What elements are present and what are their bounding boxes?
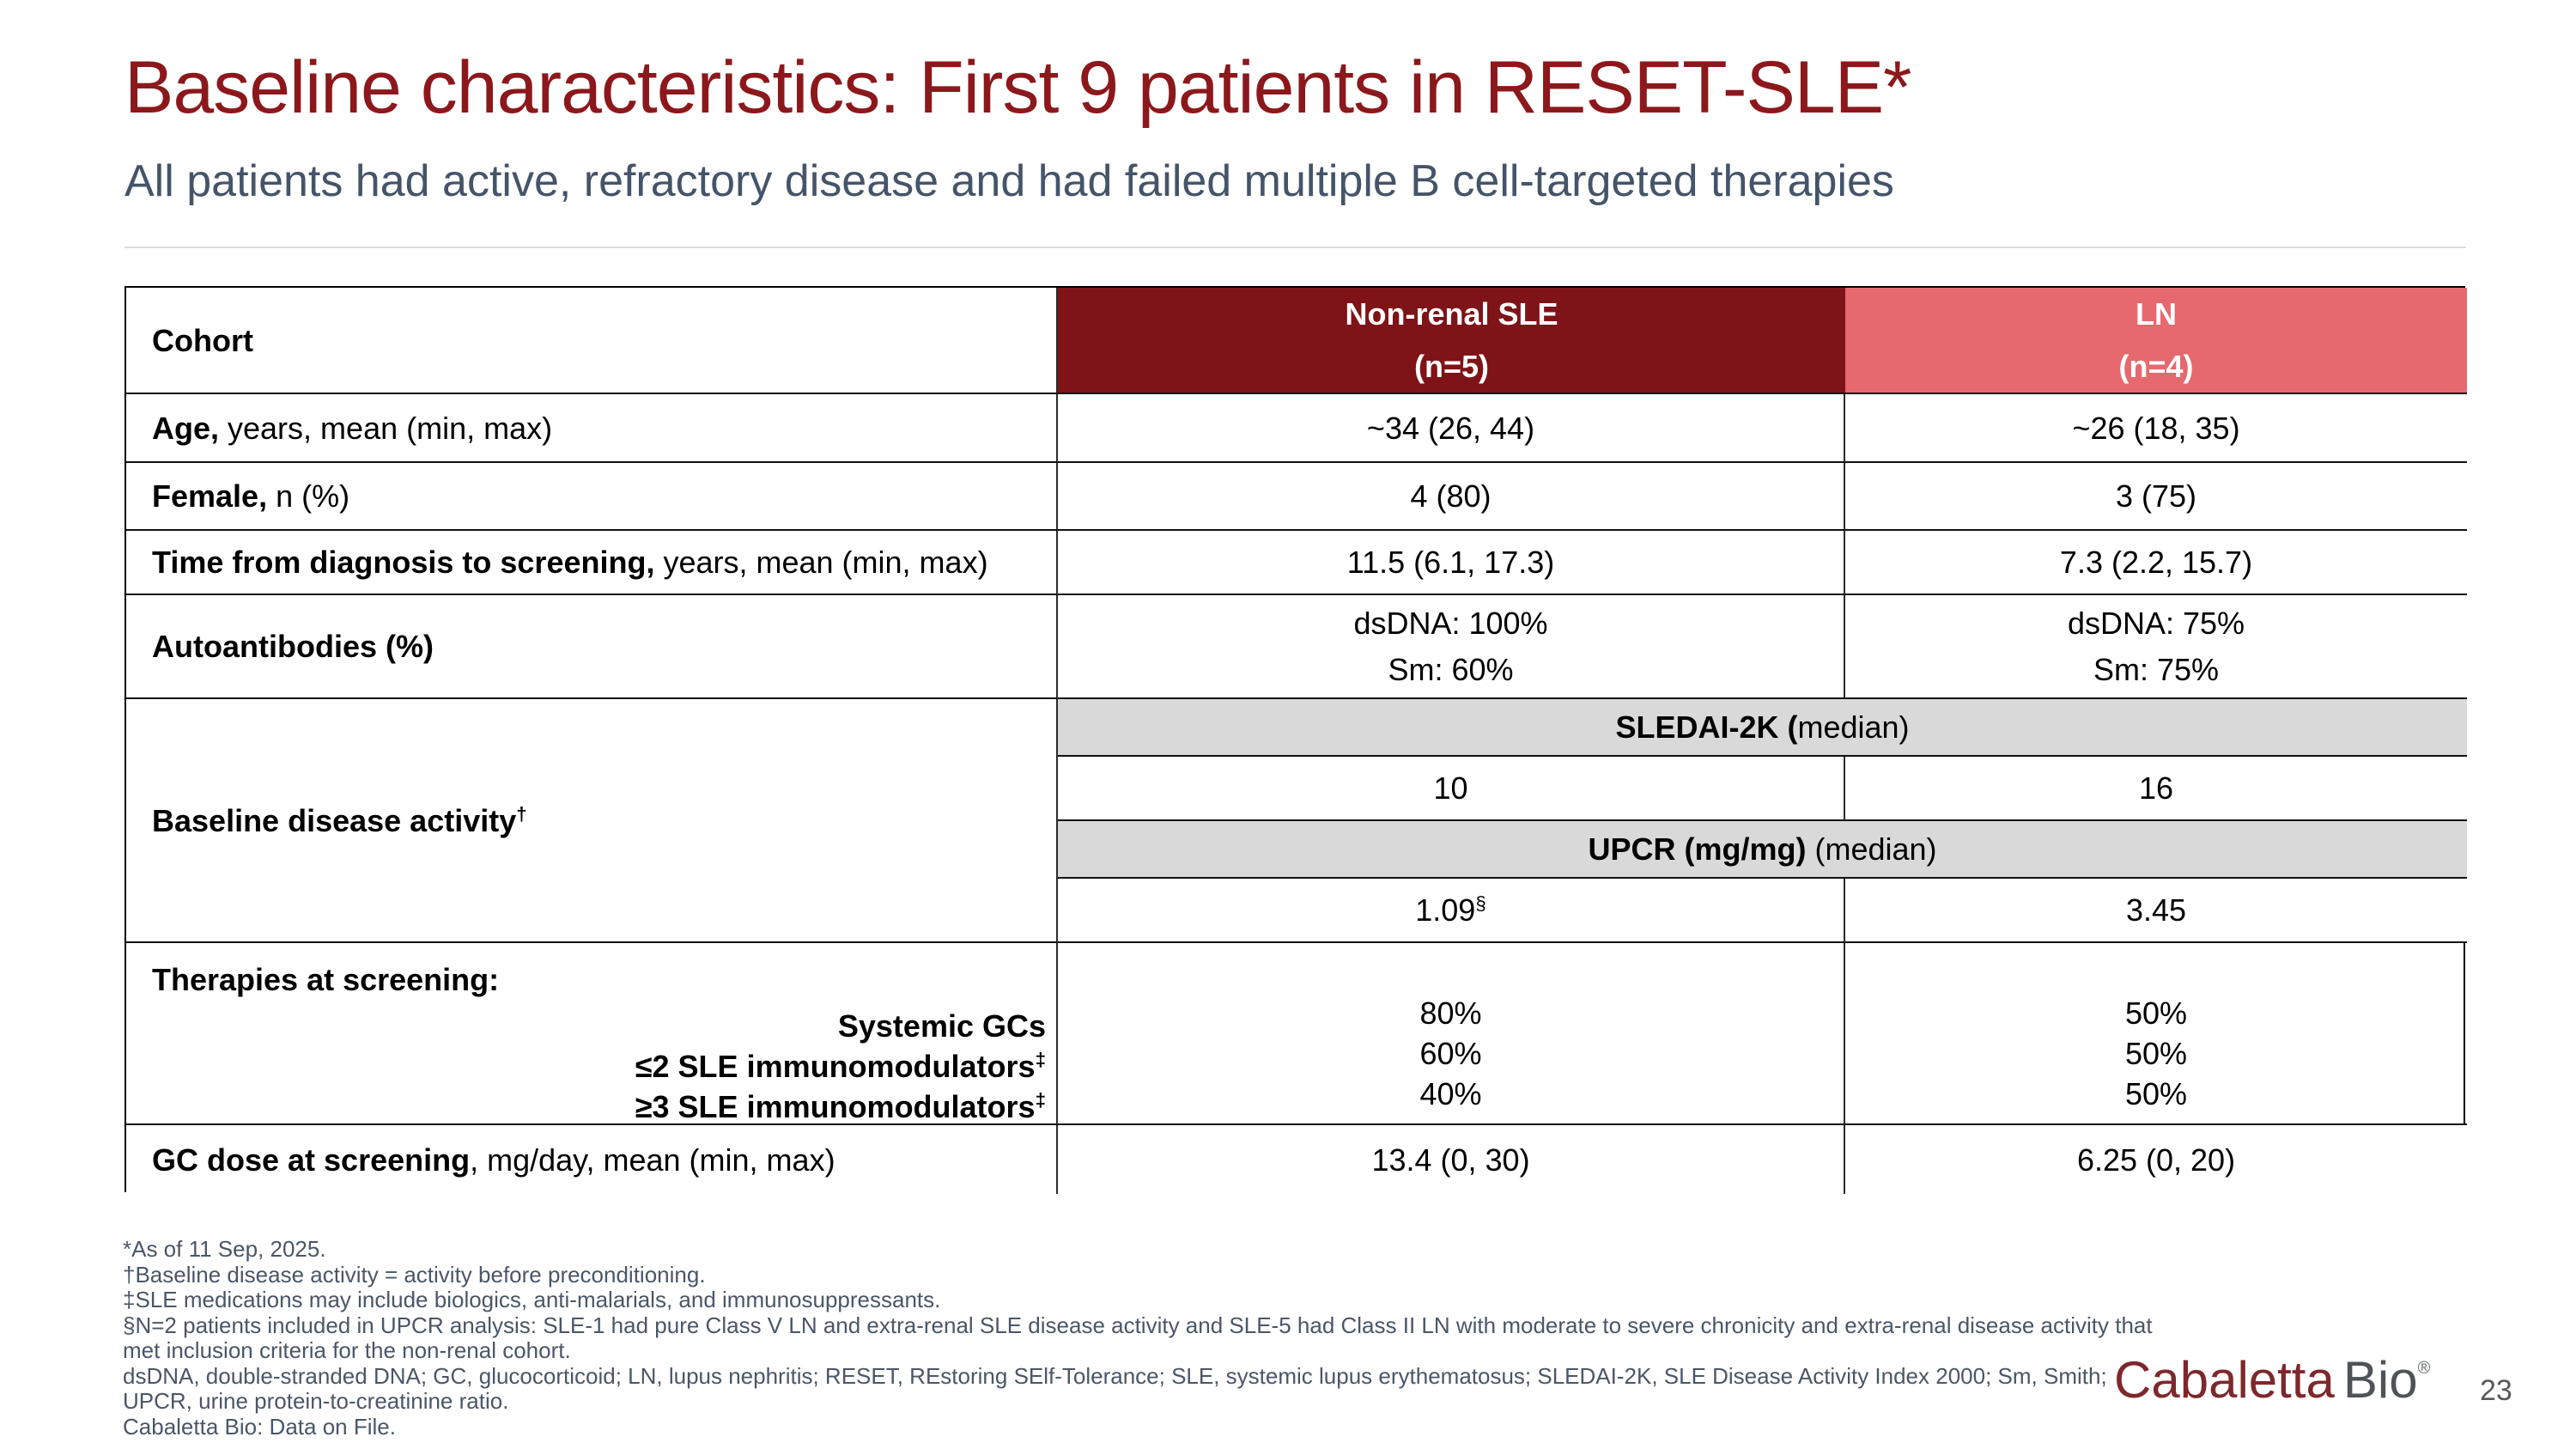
cell-female-nonrenal: 4 (80) <box>1058 463 1845 531</box>
upcr-nonrenal-value: 1.09§ <box>1415 892 1486 928</box>
row-label-female: Female, n (%) <box>126 463 1058 531</box>
table-header-nonrenal-sle: Non-renal SLE (n=5) <box>1058 288 1845 394</box>
autoantibodies-label: Autoantibodies (%) <box>152 629 434 664</box>
footnote-abbreviations: dsDNA, double-stranded DNA; GC, glucocor… <box>123 1362 2107 1389</box>
gc-dose-label: GC dose at screening, mg/day, mean (min,… <box>152 1142 835 1178</box>
sledai-band-label: SLEDAI-2K (median) <box>1615 709 1910 745</box>
cell-time-ln: 7.3 (2.2, 15.7) <box>1845 531 2467 595</box>
cell-autoantibodies-nonrenal: dsDNA: 100% Sm: 60% <box>1058 595 1845 699</box>
autoantibodies-ln-sm: Sm: 75% <box>2093 651 2220 687</box>
cell-gc-dose-ln: 6.25 (0, 20) <box>1845 1125 2467 1194</box>
table-header-ln: LN (n=4) <box>1845 288 2467 394</box>
therapies-nonrenal-v1: 80% <box>1419 995 1482 1031</box>
cell-time-nonrenal: 11.5 (6.1, 17.3) <box>1058 531 1845 595</box>
footnote-upcr-analysis: §N=2 patients included in UPCR analysis:… <box>123 1312 2153 1338</box>
age-label: Age, years, mean (min, max) <box>152 410 553 446</box>
row-label-time-from-diagnosis: Time from diagnosis to screening, years,… <box>126 531 1058 595</box>
cabaletta-bio-logo: Cabaletta Bio® <box>2114 1350 2430 1409</box>
cell-female-ln: 3 (75) <box>1845 463 2467 531</box>
nonrenal-header-line2: (n=5) <box>1413 349 1489 384</box>
footnote-abbreviations-cont: UPCR, urine protein-to-creatinine ratio. <box>123 1388 509 1414</box>
baseline-activity-label: Baseline disease activity† <box>152 802 527 838</box>
page-subtitle: All patients had active, refractory dise… <box>125 156 1894 206</box>
footnote-upcr-analysis-cont: met inclusion criteria for the non-renal… <box>123 1337 571 1363</box>
therapies-heading: Therapies at screening: <box>152 962 500 997</box>
row-label-autoantibodies: Autoantibodies (%) <box>126 595 1058 699</box>
therapies-ln-v3: 50% <box>2124 1076 2188 1111</box>
cell-therapies-nonrenal: 80% 60% 40% <box>1058 943 1845 1125</box>
footnote-sle-medications: ‡SLE medications may include biologics, … <box>123 1287 941 1312</box>
row-label-baseline-disease-activity: Baseline disease activity† <box>126 699 1058 943</box>
therapies-items: Systemic GCs ≤2 SLE immunomodulators‡ ≥3… <box>152 1006 1046 1127</box>
footnote-baseline-activity: †Baseline disease activity = activity be… <box>123 1261 706 1288</box>
logo-cabaletta-text: Cabaletta <box>2114 1351 2335 1409</box>
cell-therapies-ln: 50% 50% 50% <box>1845 943 2467 1125</box>
time-label: Time from diagnosis to screening, years,… <box>152 545 988 580</box>
cell-age-ln: ~26 (18, 35) <box>1845 394 2467 463</box>
ln-header-line2: (n=4) <box>2118 349 2194 384</box>
row-label-gc-dose: GC dose at screening, mg/day, mean (min,… <box>126 1125 1058 1194</box>
autoantibodies-nonrenal-dsdna: dsDNA: 100% <box>1353 605 1548 641</box>
cell-age-nonrenal: ~34 (26, 44) <box>1058 394 1845 463</box>
nonrenal-header-line1: Non-renal SLE <box>1345 296 1558 332</box>
footnote-data-on-file: Cabaletta Bio: Data on File. <box>123 1413 396 1440</box>
ln-header-line1: LN <box>2136 296 2177 332</box>
page-number: 23 <box>2480 1374 2512 1407</box>
row-label-therapies: Therapies at screening: Systemic GCs ≤2 … <box>126 943 1058 1125</box>
therapies-ln-v2: 50% <box>2124 1036 2188 1071</box>
therapies-item-ge3-immunomodulators: ≥3 SLE immunomodulators‡ <box>635 1089 1046 1124</box>
cell-sledai-ln: 16 <box>1845 757 2467 821</box>
cell-gc-dose-nonrenal: 13.4 (0, 30) <box>1058 1125 1845 1194</box>
table-header-cohort: Cohort <box>126 288 1058 394</box>
band-upcr: UPCR (mg/mg) (median) <box>1058 821 2467 879</box>
therapies-item-systemic-gcs: Systemic GCs <box>837 1008 1046 1044</box>
cell-upcr-nonrenal: 1.09§ <box>1058 879 1845 943</box>
row-label-age: Age, years, mean (min, max) <box>126 394 1058 463</box>
female-label: Female, n (%) <box>152 478 350 514</box>
footnotes-block: *As of 11 Sep, 2025. †Baseline disease a… <box>123 1236 2501 1440</box>
cell-upcr-ln: 3.45 <box>1845 879 2467 943</box>
baseline-characteristics-table: Cohort Non-renal SLE (n=5) LN (n=4) Age,… <box>125 286 2467 1194</box>
therapies-ln-v1: 50% <box>2124 995 2188 1031</box>
registered-trademark-icon: ® <box>2417 1359 2431 1378</box>
autoantibodies-nonrenal-sm: Sm: 60% <box>1388 651 1514 687</box>
divider-rule <box>125 247 2466 248</box>
footnote-as-of: *As of 11 Sep, 2025. <box>123 1236 326 1262</box>
cell-autoantibodies-ln: dsDNA: 75% Sm: 75% <box>1845 595 2467 699</box>
therapies-nonrenal-v2: 60% <box>1419 1036 1482 1071</box>
logo-bio-text: Bio <box>2342 1351 2418 1409</box>
upcr-band-label: UPCR (mg/mg) (median) <box>1588 831 1937 867</box>
autoantibodies-ln-dsdna: dsDNA: 75% <box>2067 605 2245 641</box>
band-sledai-2k: SLEDAI-2K (median) <box>1058 699 2467 757</box>
cell-sledai-nonrenal: 10 <box>1058 757 1845 821</box>
therapies-nonrenal-v3: 40% <box>1419 1076 1482 1111</box>
cohort-header-label: Cohort <box>152 322 253 358</box>
therapies-item-le2-immunomodulators: ≤2 SLE immunomodulators‡ <box>635 1049 1046 1084</box>
page-title: Baseline characteristics: First 9 patien… <box>125 46 1912 129</box>
